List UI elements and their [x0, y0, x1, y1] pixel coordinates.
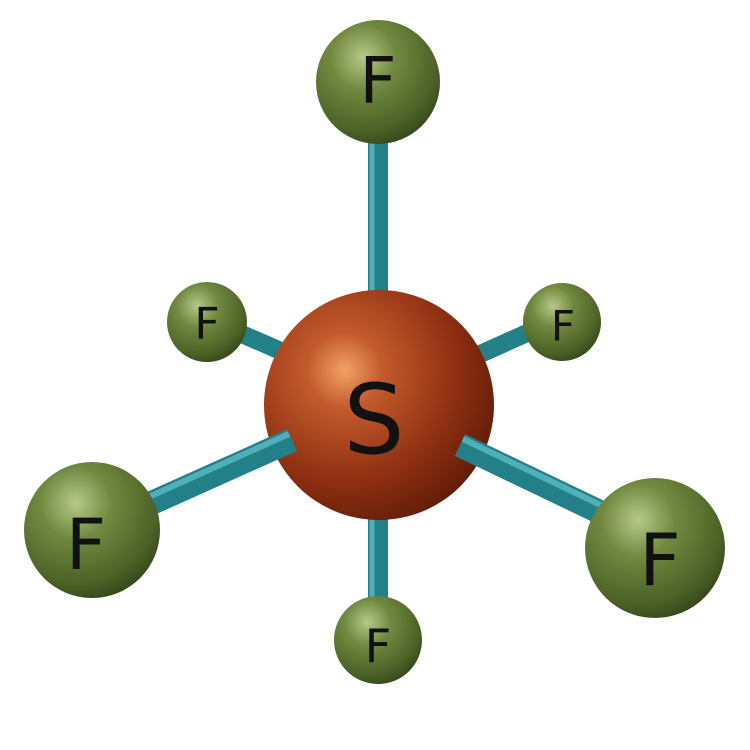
atom-f-upper-left: F	[167, 282, 247, 362]
bond-lower-right	[454, 434, 614, 527]
svg-text:F: F	[194, 299, 219, 350]
bond-lower-right-highlight	[461, 436, 613, 513]
svg-text:F: F	[365, 619, 391, 673]
atom-s-central: S	[264, 290, 494, 520]
bond-lower-left	[140, 429, 297, 517]
svg-text:F: F	[551, 302, 575, 351]
atom-f-lower-right: F	[585, 478, 725, 618]
atom-f-bottom: F	[334, 596, 422, 684]
atom-f-upper-right: F	[523, 283, 601, 361]
bonds-front	[140, 429, 614, 527]
svg-text:F: F	[66, 504, 106, 586]
svg-text:F: F	[639, 518, 680, 602]
svg-text:F: F	[360, 45, 397, 119]
atom-f-top: F	[316, 20, 440, 144]
svg-text:S: S	[344, 364, 405, 476]
atom-f-lower-left: F	[24, 462, 160, 598]
bond-lower-left-highlight	[140, 431, 291, 503]
